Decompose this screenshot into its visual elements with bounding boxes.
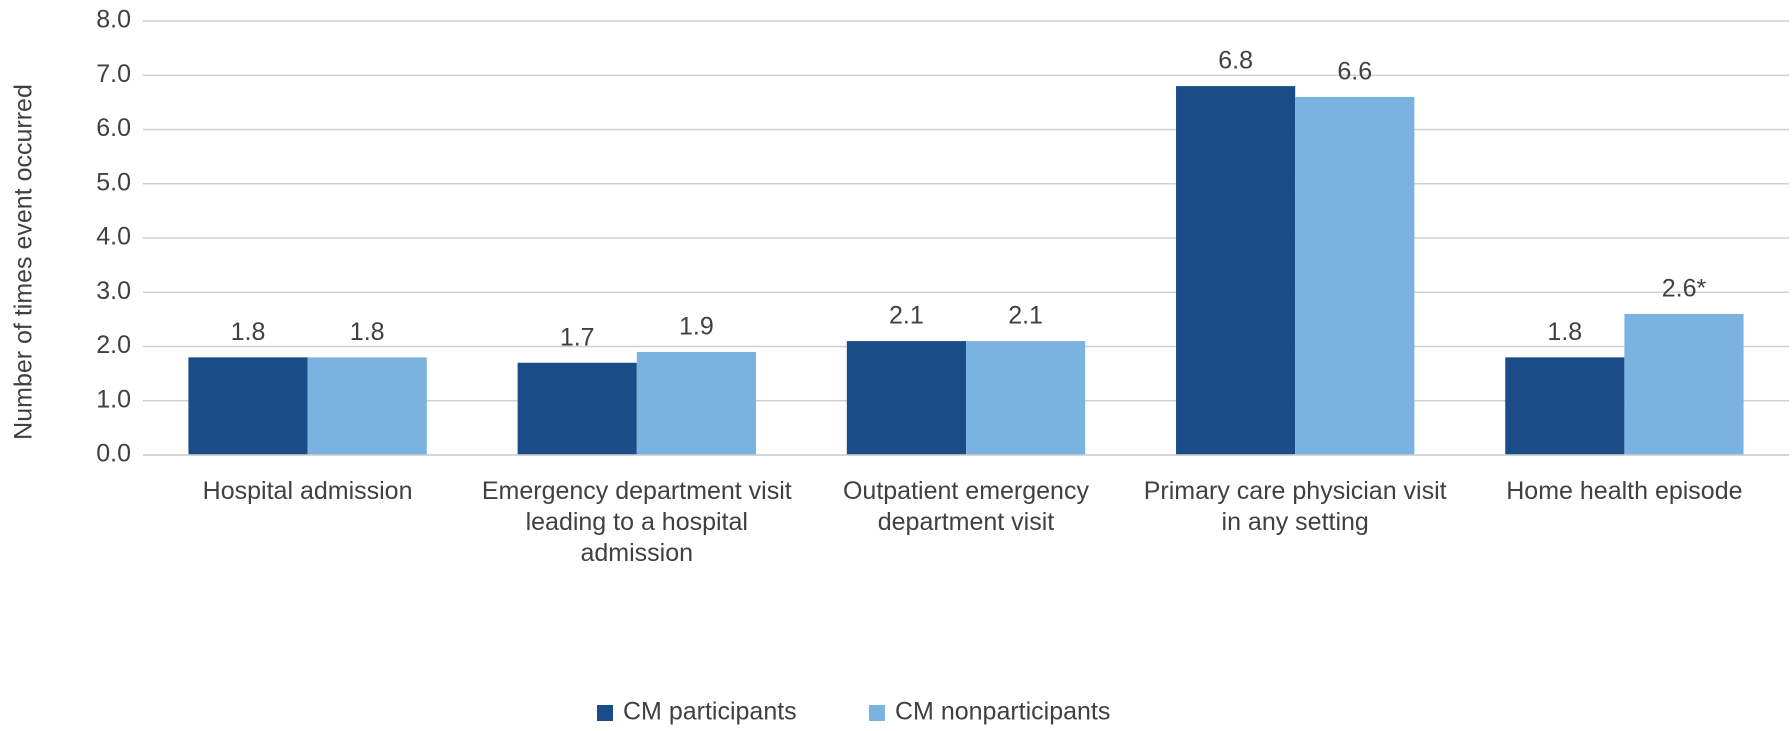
legend-label: CM participants <box>623 698 797 726</box>
data-label: 2.1 <box>1008 302 1043 330</box>
x-tick-label: Emergency department visit leading to a … <box>481 477 792 567</box>
bar <box>188 357 308 455</box>
bar <box>1624 313 1744 455</box>
bar <box>517 362 637 455</box>
legend-swatch <box>869 705 885 721</box>
data-label: 1.8 <box>350 318 385 346</box>
y-tick-label: 1.0 <box>96 385 131 413</box>
data-label: 2.1 <box>889 302 924 330</box>
data-label: 1.8 <box>1547 318 1582 346</box>
data-label: 1.8 <box>231 318 266 346</box>
data-label: 1.9 <box>679 313 714 341</box>
legend-label: CM nonparticipants <box>895 698 1110 726</box>
bar <box>1295 96 1415 455</box>
data-label: 6.6 <box>1337 58 1372 86</box>
y-tick-label: 5.0 <box>96 168 131 196</box>
bar <box>1505 357 1625 455</box>
y-tick-label: 8.0 <box>96 6 131 34</box>
bar <box>307 357 427 455</box>
y-tick-label: 7.0 <box>96 60 131 88</box>
data-label: 6.8 <box>1218 47 1253 75</box>
bar <box>636 351 756 455</box>
y-tick-label: 2.0 <box>96 331 131 359</box>
x-tick-label: Outpatient emergency department visit <box>842 477 1089 536</box>
data-label: 1.7 <box>560 323 595 351</box>
y-tick-label: 0.0 <box>96 440 131 468</box>
x-tick-label: Primary care physician visit in any sett… <box>1143 477 1447 536</box>
x-tick-label: Hospital admission <box>202 477 413 505</box>
data-label: 2.6* <box>1662 275 1707 303</box>
bar <box>966 341 1086 455</box>
x-tick-label: Home health episode <box>1506 477 1743 505</box>
y-axis-title: Number of times event occurred <box>10 84 38 440</box>
y-tick-label: 4.0 <box>96 223 131 251</box>
legend-swatch <box>597 705 613 721</box>
bar <box>846 341 966 455</box>
y-tick-label: 3.0 <box>96 277 131 305</box>
bar <box>1176 86 1296 455</box>
y-tick-label: 6.0 <box>96 114 131 142</box>
